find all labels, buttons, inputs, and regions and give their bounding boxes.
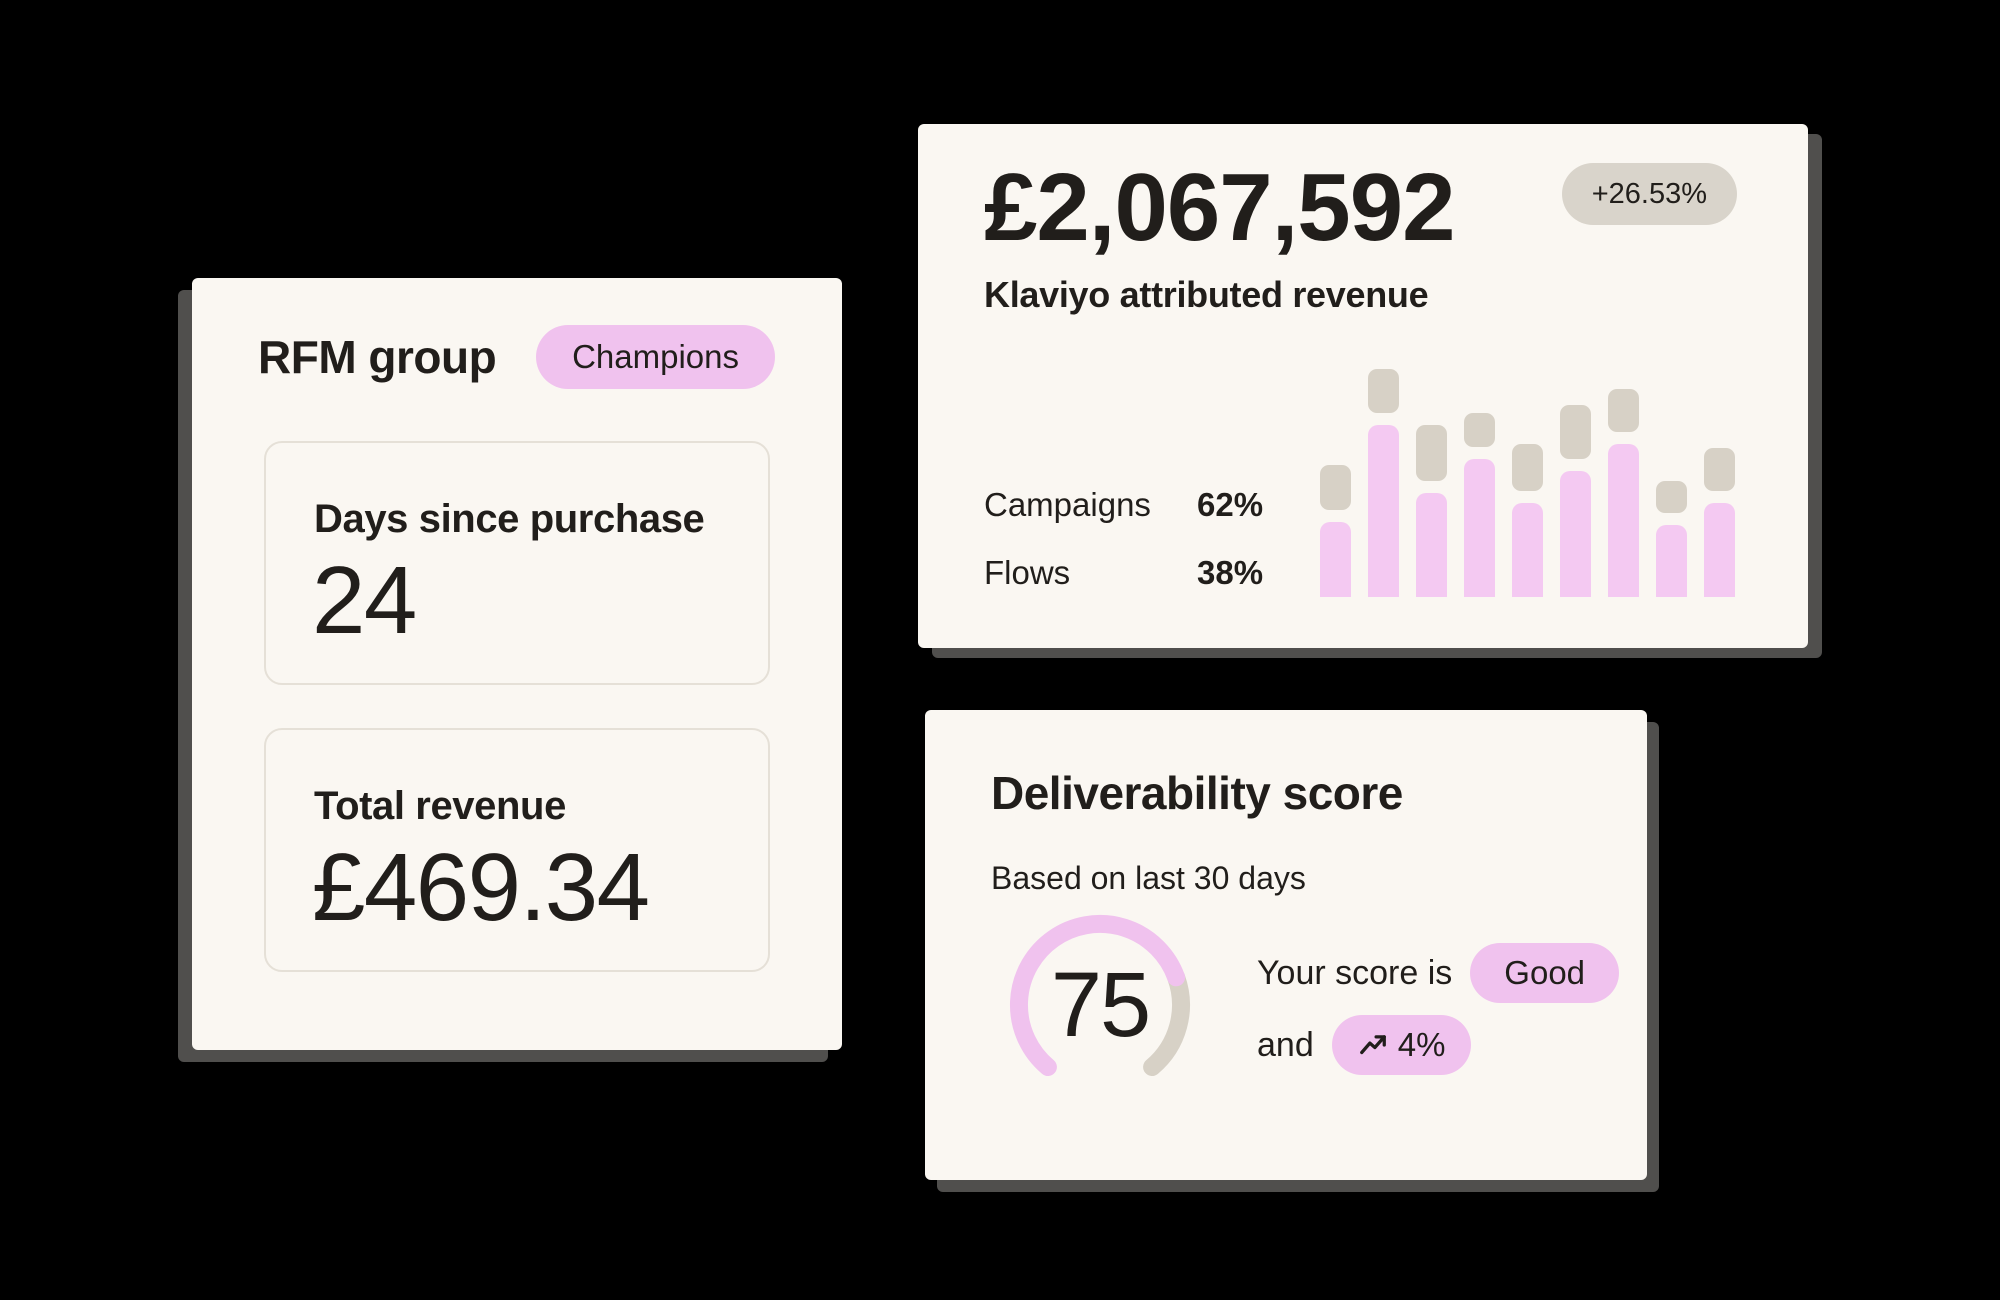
score-sentence-line-1: Your score is Good (1257, 943, 1620, 1003)
deliverability-title: Deliverability score (991, 767, 1403, 819)
score-trend-value: 4% (1397, 1026, 1446, 1063)
days-since-purchase-label: Days since purchase (314, 497, 705, 541)
bar-column (1656, 481, 1687, 597)
bar-column (1320, 465, 1351, 597)
campaigns-bar (1512, 503, 1543, 597)
campaigns-value: 62% (1197, 486, 1264, 523)
campaigns-label: Campaigns (984, 486, 1151, 523)
flows-cap-block (1560, 405, 1591, 459)
bar-column (1464, 413, 1495, 597)
campaigns-bar (1608, 444, 1639, 597)
flows-cap-block (1656, 481, 1687, 513)
bar-column (1704, 448, 1735, 597)
flows-value: 38% (1197, 554, 1264, 591)
revenue-change-badge: +26.53% (1561, 163, 1737, 225)
flows-label: Flows (984, 554, 1071, 591)
days-since-purchase-box: Days since purchase 24 (264, 441, 770, 685)
flows-cap-block (1704, 448, 1735, 491)
gauge-track-arc (1143, 968, 1190, 1076)
campaigns-bar (1656, 525, 1687, 597)
rfm-group-card: RFM group Champions Days since purchase … (192, 278, 842, 1050)
flows-cap-block (1464, 413, 1495, 447)
flows-cap-block (1512, 444, 1543, 491)
legend-row-campaigns: Campaigns 62% (984, 485, 1263, 525)
score-rating-badge: Good (1470, 943, 1620, 1003)
days-since-purchase-value: 24 (312, 547, 417, 654)
deliverability-subtitle: Based on last 30 days (991, 860, 1306, 896)
flows-cap-block (1416, 425, 1447, 481)
campaigns-bar (1416, 493, 1447, 597)
score-sentence-prefix: Your score is (1257, 953, 1453, 992)
attributed-revenue-card: £2,067,592 +26.53% Klaviyo attributed re… (918, 124, 1808, 648)
deliverability-card: Deliverability score Based on last 30 da… (925, 710, 1647, 1180)
attributed-revenue-amount: £2,067,592 (984, 154, 1455, 261)
total-revenue-value: £469.34 (312, 834, 650, 941)
flows-cap-block (1608, 389, 1639, 432)
revenue-bar-chart (1320, 369, 1735, 597)
campaigns-bar (1560, 471, 1591, 597)
campaigns-bar (1320, 522, 1351, 597)
score-sentence-conjunction: and (1257, 1025, 1314, 1064)
total-revenue-label: Total revenue (314, 784, 566, 828)
total-revenue-box: Total revenue £469.34 (264, 728, 770, 972)
rfm-card-header: RFM group Champions (258, 324, 775, 390)
deliverability-score-value: 75 (1050, 953, 1151, 1056)
bar-column (1608, 389, 1639, 597)
campaigns-bar (1464, 459, 1495, 597)
bar-column (1512, 444, 1543, 597)
gauge-value-arc (1010, 914, 1186, 1076)
bar-column (1368, 369, 1399, 597)
gauge-arc (1010, 914, 1190, 1076)
score-trend-badge: 4% (1331, 1015, 1472, 1075)
campaigns-bar (1704, 503, 1735, 597)
revenue-legend: Campaigns 62% Flows 38% (984, 485, 1263, 621)
flows-cap-block (1368, 369, 1399, 413)
campaigns-bar (1368, 425, 1399, 597)
deliverability-gauge: 75 (1000, 905, 1200, 1105)
legend-row-flows: Flows 38% (984, 553, 1263, 593)
score-sentence-line-2: and 4% (1257, 1015, 1472, 1075)
flows-cap-block (1320, 465, 1351, 510)
rfm-group-badge: Champions (536, 325, 775, 389)
attributed-revenue-subtitle: Klaviyo attributed revenue (984, 274, 1429, 315)
rfm-card-title: RFM group (258, 331, 497, 383)
trending-up-icon (1359, 1035, 1386, 1055)
bar-column (1416, 425, 1447, 597)
bar-column (1560, 405, 1591, 597)
